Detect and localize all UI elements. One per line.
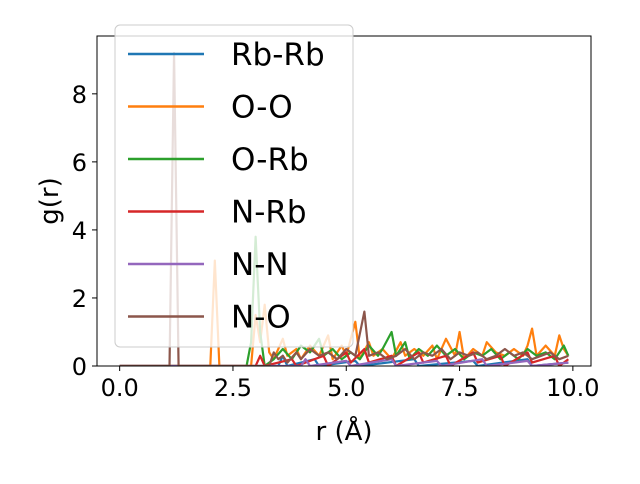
x-tick-label: 0.0: [101, 374, 139, 402]
legend-label-n-rb: N-Rb: [231, 195, 307, 231]
x-axis-label: r (Å): [315, 415, 372, 447]
plot-area: [119, 51, 570, 366]
legend: Rb-Rb O-O O-Rb N-Rb N-N N-O: [114, 24, 354, 348]
y-tick-label: 4: [72, 217, 87, 245]
y-axis-label: g(r): [35, 177, 65, 224]
legend-label-n-n: N-N: [231, 247, 289, 283]
y-axis: 0 2 4 6 8: [72, 81, 97, 381]
x-tick-label: 10.0: [546, 374, 599, 402]
x-tick-label: 7.5: [440, 374, 478, 402]
y-tick-label: 2: [72, 285, 87, 313]
series-line-n-o: [119, 51, 569, 366]
legend-label-n-o: N-O: [231, 300, 291, 336]
series-line-n-n: [119, 358, 569, 366]
x-axis: 0.0 2.5 5.0 7.5 10.0: [101, 366, 600, 402]
legend-label-o-o: O-O: [231, 90, 293, 126]
legend-label-o-rb: O-Rb: [231, 142, 309, 178]
x-tick-label: 5.0: [327, 374, 365, 402]
x-tick-label: 2.5: [214, 374, 252, 402]
y-tick-label: 8: [72, 81, 87, 109]
y-tick-label: 0: [72, 353, 87, 381]
y-tick-label: 6: [72, 149, 87, 177]
series-line-n-rb: [119, 347, 570, 366]
legend-label-rb-rb: Rb-Rb: [231, 37, 325, 73]
